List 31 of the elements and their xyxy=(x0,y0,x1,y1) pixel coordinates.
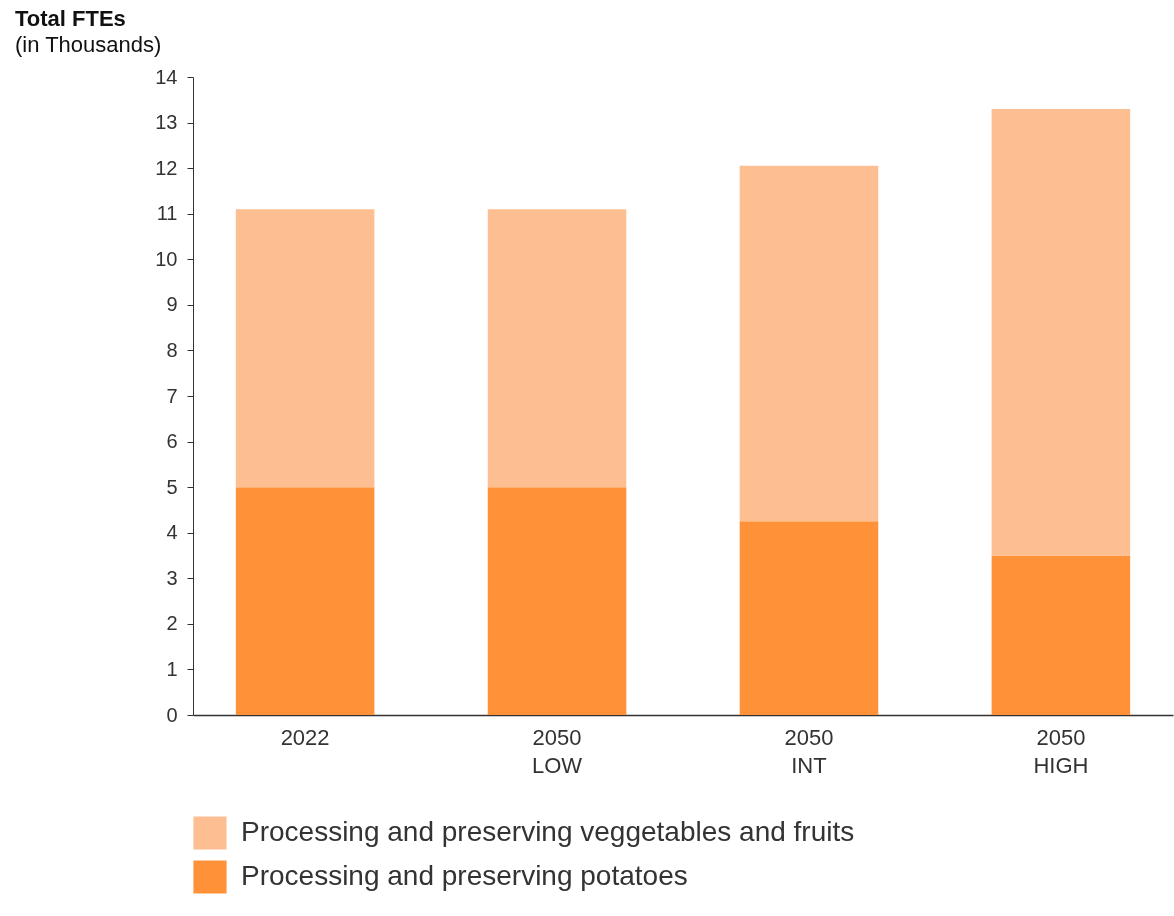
legend-label: Processing and preserving veggetables and fruits xyxy=(241,816,855,847)
bar xyxy=(235,487,375,715)
y-tick-label: 9 xyxy=(166,293,178,316)
y-tick-label: 0 xyxy=(166,703,178,726)
y-tick-label: 1 xyxy=(166,657,178,680)
y-tick-label: 4 xyxy=(166,521,178,544)
y-tick-label: 5 xyxy=(166,475,178,498)
bar xyxy=(487,487,627,715)
x-tick-label: 2050 LOW xyxy=(531,724,583,778)
x-tick-label: 2050 HIGH xyxy=(1033,724,1089,778)
y-tick-label: 14 xyxy=(155,65,178,88)
y-tick-label: 13 xyxy=(155,111,178,134)
bar xyxy=(991,108,1131,556)
y-tick-label: 3 xyxy=(166,566,178,589)
bar xyxy=(739,165,879,522)
legend-label: Processing and preserving potatoes xyxy=(241,860,688,891)
y-tick-label: 10 xyxy=(155,247,178,270)
y-tick-label: 6 xyxy=(166,430,178,453)
x-tick-label: 2022 xyxy=(280,724,330,750)
bar xyxy=(235,209,375,488)
bar xyxy=(739,521,879,715)
bar xyxy=(991,555,1131,715)
y-tick-label: 12 xyxy=(155,156,178,179)
y-tick-label: 8 xyxy=(166,338,178,361)
y-tick-label: 7 xyxy=(166,384,178,407)
y-tick-label: 2 xyxy=(166,612,178,635)
chart-subtitle: (in Thousands) xyxy=(15,32,162,57)
chart-title: Total FTEs xyxy=(15,6,126,31)
x-tick-label: 2050 INT xyxy=(784,724,834,778)
bar xyxy=(487,209,627,488)
y-tick-label: 11 xyxy=(156,202,178,225)
